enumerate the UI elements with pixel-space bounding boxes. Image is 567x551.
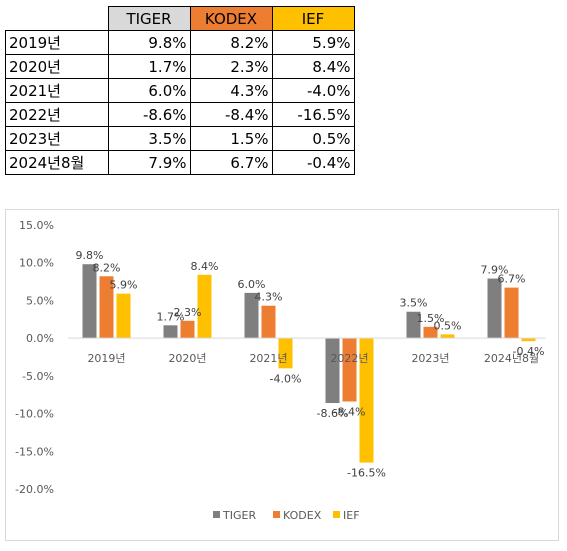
bar-ief bbox=[521, 338, 536, 342]
table-header-ief: IEF bbox=[271, 6, 355, 31]
x-tick-label: 2023년 bbox=[411, 352, 449, 365]
data-label-tiger: 3.5% bbox=[400, 297, 428, 310]
table-cell-tiger: -8.6% bbox=[107, 102, 191, 127]
table-cell-kodex: 4.3% bbox=[189, 78, 273, 103]
table-cell-tiger: 7.9% bbox=[107, 150, 191, 175]
bar-kodex bbox=[180, 320, 195, 339]
bar-kodex bbox=[423, 326, 438, 339]
data-label-ief: 8.4% bbox=[191, 260, 219, 273]
table-header-kodex: KODEX bbox=[189, 6, 273, 31]
legend-label-tiger: TIGER bbox=[222, 509, 256, 522]
table-cell-kodex: 1.5% bbox=[189, 126, 273, 151]
data-label-kodex: 1.5% bbox=[417, 312, 445, 325]
data-label-kodex: 8.2% bbox=[93, 261, 121, 274]
y-tick-label: -5.0% bbox=[22, 370, 54, 383]
table-cell-year: 2021년 bbox=[5, 78, 109, 103]
table-row: 2023년 3.5% 1.5% 0.5% bbox=[5, 126, 355, 151]
legend-label-kodex: KODEX bbox=[283, 509, 322, 522]
data-label-ief: 0.5% bbox=[434, 319, 462, 332]
data-label-kodex: -8.4% bbox=[334, 406, 366, 419]
bar-kodex bbox=[504, 287, 519, 339]
x-tick-label: 2020년 bbox=[168, 352, 206, 365]
table-row: 2021년 6.0% 4.3% -4.0% bbox=[5, 78, 355, 103]
data-label-tiger: 6.0% bbox=[238, 278, 266, 291]
table-cell-tiger: 3.5% bbox=[107, 126, 191, 151]
table-cell-year: 2024년8월 bbox=[5, 150, 109, 175]
table-cell-tiger: 1.7% bbox=[107, 54, 191, 79]
y-tick-label: -15.0% bbox=[15, 445, 54, 458]
table-row: 2019년 9.8% 8.2% 5.9% bbox=[5, 30, 355, 55]
bar-ief bbox=[440, 334, 455, 339]
table-cell-ief: 5.9% bbox=[271, 30, 355, 55]
table-cell-tiger: 9.8% bbox=[107, 30, 191, 55]
table-cell-year: 2019년 bbox=[5, 30, 109, 55]
chart-frame: 15.0% 10.0% 5.0% 0.0% -5.0% -10.0% -15.0% -20.0… bbox=[5, 209, 559, 541]
data-label-kodex: 4.3% bbox=[255, 291, 283, 304]
bar-tiger bbox=[406, 311, 421, 339]
bar-tiger bbox=[244, 292, 259, 339]
table-cell-ief: -16.5% bbox=[271, 102, 355, 127]
bar-ief bbox=[197, 274, 212, 339]
table-cell-ief: -4.0% bbox=[271, 78, 355, 103]
data-label-kodex: 6.7% bbox=[498, 273, 526, 286]
data-label-tiger: 9.8% bbox=[76, 249, 104, 262]
data-label-tiger: -8.6% bbox=[317, 407, 349, 420]
y-tick-label: -20.0% bbox=[15, 483, 54, 496]
data-label-ief: -16.5% bbox=[347, 467, 386, 480]
table-cell-ief: 0.5% bbox=[271, 126, 355, 151]
bar-tiger bbox=[163, 325, 178, 339]
bar-chart: 15.0% 10.0% 5.0% 0.0% -5.0% -10.0% -15.0% -20.0… bbox=[15, 219, 546, 522]
x-tick-label: 2022년 bbox=[330, 352, 368, 365]
table-cell-tiger: 6.0% bbox=[107, 78, 191, 103]
table-cell-kodex: 6.7% bbox=[189, 150, 273, 175]
data-label-kodex: 2.3% bbox=[174, 306, 202, 319]
table-row: 2020년 1.7% 2.3% 8.4% bbox=[5, 54, 355, 79]
x-tick-label: 2021년 bbox=[249, 352, 287, 365]
x-tick-label: 2019년 bbox=[87, 352, 125, 365]
bar-tiger bbox=[82, 264, 97, 339]
y-tick-label: 10.0% bbox=[19, 257, 54, 270]
bar-kodex bbox=[99, 276, 114, 339]
bar-ief bbox=[116, 293, 131, 339]
data-label-tiger: 7.9% bbox=[481, 264, 509, 277]
y-tick-label: -10.0% bbox=[15, 408, 54, 421]
table-header-row: TIGER KODEX IEF bbox=[5, 6, 355, 31]
table-cell-ief: 8.4% bbox=[271, 54, 355, 79]
y-tick-label: 0.0% bbox=[26, 332, 54, 345]
legend-swatch-kodex bbox=[273, 511, 280, 518]
data-label-ief: -4.0% bbox=[270, 372, 302, 385]
bar-kodex bbox=[261, 305, 276, 339]
table-cell-kodex: -8.4% bbox=[189, 102, 273, 127]
y-tick-label: 5.0% bbox=[26, 294, 54, 307]
x-tick-label: 2024년8월 bbox=[484, 352, 539, 365]
data-label-ief: 5.9% bbox=[110, 279, 138, 292]
table-cell-kodex: 2.3% bbox=[189, 54, 273, 79]
y-tick-label: 15.0% bbox=[19, 219, 54, 232]
table-cell-year: 2022년 bbox=[5, 102, 109, 127]
data-label-ief: -0.4% bbox=[513, 345, 545, 358]
legend-swatch-tiger bbox=[213, 511, 220, 518]
legend-label-ief: IEF bbox=[343, 509, 360, 522]
bar-kodex bbox=[342, 338, 357, 402]
table-row: 2024년8월 7.9% 6.7% -0.4% bbox=[5, 150, 355, 175]
table-row: 2022년 -8.6% -8.4% -16.5% bbox=[5, 102, 355, 127]
bar-ief bbox=[278, 338, 293, 369]
table-cell-year: 2023년 bbox=[5, 126, 109, 151]
bar-tiger bbox=[325, 338, 340, 404]
table-cell-kodex: 8.2% bbox=[189, 30, 273, 55]
bar-tiger bbox=[487, 278, 502, 339]
table-header-tiger: TIGER bbox=[107, 6, 191, 31]
returns-table: TIGER KODEX IEF 2019년 9.8% 8.2% 5.9% 202… bbox=[5, 6, 355, 175]
legend-swatch-ief bbox=[333, 511, 340, 518]
data-label-tiger: 1.7% bbox=[157, 310, 185, 323]
bar-ief bbox=[359, 338, 374, 463]
table-header-blank bbox=[5, 6, 109, 31]
table-cell-year: 2020년 bbox=[5, 54, 109, 79]
table-cell-ief: -0.4% bbox=[271, 150, 355, 175]
